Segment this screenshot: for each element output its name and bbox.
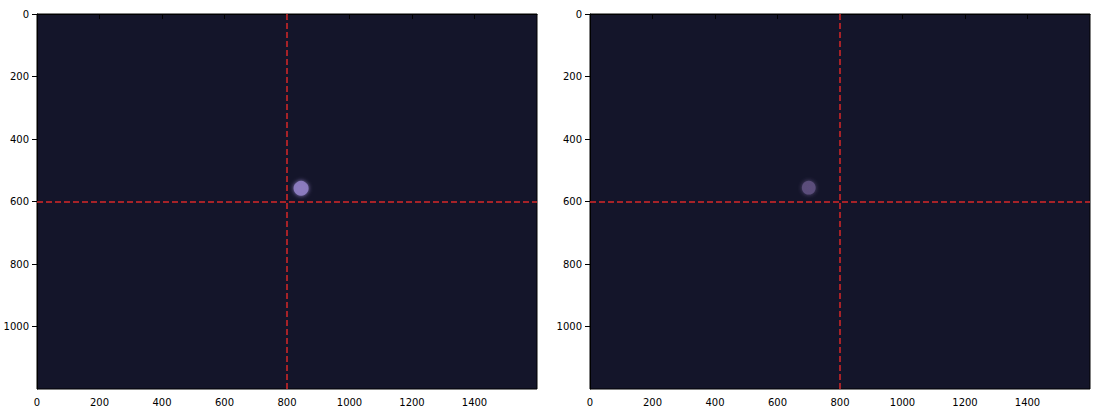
svg-text:0: 0	[576, 9, 582, 20]
svg-text:800: 800	[830, 397, 849, 408]
svg-text:400: 400	[563, 134, 582, 145]
svg-text:0: 0	[587, 397, 593, 408]
svg-text:400: 400	[152, 397, 171, 408]
svg-text:600: 600	[563, 196, 582, 207]
svg-text:600: 600	[10, 196, 29, 207]
svg-text:1000: 1000	[337, 397, 362, 408]
svg-text:800: 800	[563, 259, 582, 270]
svg-text:0: 0	[34, 397, 40, 408]
svg-text:200: 200	[10, 71, 29, 82]
svg-text:0: 0	[23, 9, 29, 20]
svg-text:400: 400	[705, 397, 724, 408]
svg-text:600: 600	[768, 397, 787, 408]
svg-text:800: 800	[10, 259, 29, 270]
svg-text:200: 200	[90, 397, 109, 408]
svg-text:200: 200	[563, 71, 582, 82]
svg-text:1000: 1000	[4, 321, 29, 332]
svg-text:1400: 1400	[1015, 397, 1040, 408]
svg-text:1400: 1400	[462, 397, 487, 408]
svg-text:200: 200	[643, 397, 662, 408]
svg-text:1200: 1200	[399, 397, 424, 408]
svg-text:800: 800	[277, 397, 296, 408]
svg-text:1000: 1000	[557, 321, 582, 332]
svg-text:400: 400	[10, 134, 29, 145]
svg-text:600: 600	[215, 397, 234, 408]
svg-text:1200: 1200	[952, 397, 977, 408]
svg-text:1000: 1000	[890, 397, 915, 408]
